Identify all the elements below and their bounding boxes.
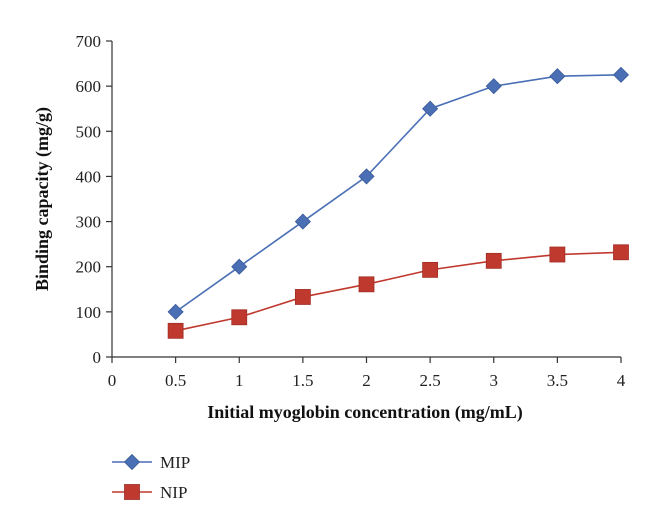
series-line [175, 251, 622, 332]
data-point [231, 309, 248, 326]
y-tick-labels: 0 100 200 300 400 500 600 700 [76, 32, 112, 367]
legend-marker [124, 484, 140, 500]
x-tick-label: 2.5 [420, 371, 441, 390]
data-point [167, 322, 184, 339]
x-tick-label: 0.5 [165, 371, 186, 390]
x-tick-label: 1.5 [292, 371, 313, 390]
x-tick-label: 2 [362, 371, 371, 390]
data-point [294, 289, 311, 305]
legend-marker [123, 453, 141, 471]
data-point [358, 168, 375, 185]
series-nip [167, 244, 629, 339]
data-point [422, 261, 439, 278]
data-point [549, 246, 566, 263]
data-point [613, 244, 629, 261]
legend: MIP NIP [112, 453, 190, 502]
legend-label: NIP [160, 483, 187, 502]
y-tick-label: 100 [76, 303, 102, 322]
y-tick-label: 700 [76, 32, 102, 51]
data-point [422, 100, 439, 117]
x-tick-label: 0 [108, 371, 117, 390]
y-tick-label: 300 [76, 213, 102, 232]
x-tick-label: 4 [617, 371, 626, 390]
data-point [549, 68, 566, 85]
y-tick-label: 0 [93, 348, 102, 367]
legend-label: MIP [160, 453, 190, 472]
x-tick-label: 3 [490, 371, 499, 390]
legend-item-nip: NIP [112, 483, 187, 502]
legend-item-mip: MIP [112, 453, 190, 472]
x-tick-label: 1 [235, 371, 244, 390]
x-axis-title: Initial myoglobin concentration (mg/mL) [207, 402, 523, 423]
data-point [358, 276, 375, 293]
y-tick-label: 200 [76, 258, 102, 277]
series-line [175, 74, 622, 313]
data-point [231, 258, 248, 275]
y-axis-title: Binding capacity (mg/g) [32, 107, 53, 291]
x-tick-labels: 0 0.5 1 1.5 2 2.5 3 3.5 4 [108, 357, 626, 390]
y-tick-label: 400 [76, 167, 102, 186]
x-tick-label: 3.5 [547, 371, 568, 390]
axes [111, 41, 621, 358]
plot-area [167, 66, 630, 339]
series-mip [167, 66, 630, 320]
data-point [612, 66, 630, 83]
y-tick-label: 600 [76, 77, 102, 96]
y-tick-label: 500 [76, 122, 102, 141]
data-point [485, 252, 502, 269]
data-point [485, 78, 502, 95]
data-point [167, 303, 184, 320]
data-point [294, 213, 311, 230]
